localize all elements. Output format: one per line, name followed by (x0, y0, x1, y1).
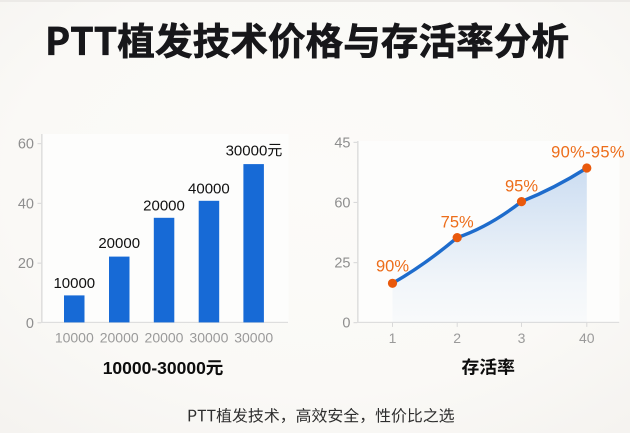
svg-text:75%: 75% (441, 214, 474, 232)
svg-text:30000: 30000 (226, 142, 268, 159)
svg-text:20: 20 (18, 256, 34, 272)
svg-text:20000: 20000 (100, 330, 139, 346)
svg-text:2: 2 (453, 330, 461, 346)
svg-text:20000: 20000 (143, 197, 185, 214)
svg-text:45: 45 (334, 135, 350, 151)
svg-text:3: 3 (518, 330, 526, 346)
svg-text:10000: 10000 (55, 330, 94, 346)
svg-text:95%: 95% (505, 178, 538, 196)
svg-text:40: 40 (18, 196, 34, 212)
svg-text:20000: 20000 (98, 235, 140, 252)
svg-text:90%: 90% (376, 258, 409, 276)
svg-text:60: 60 (334, 196, 350, 212)
svg-text:10000-30000: 10000-30000 (103, 358, 206, 378)
svg-text:90%-95%: 90%-95% (551, 144, 625, 162)
svg-text:0: 0 (26, 316, 34, 332)
svg-text:30000: 30000 (189, 330, 228, 346)
svg-text:1: 1 (389, 330, 397, 346)
svg-text:20000: 20000 (145, 330, 184, 346)
svg-text:30000: 30000 (234, 330, 273, 346)
svg-text:60: 60 (18, 137, 34, 153)
svg-text:25: 25 (334, 256, 350, 272)
svg-text:10000: 10000 (53, 275, 95, 292)
svg-text:40000: 40000 (188, 180, 230, 197)
svg-text:40: 40 (579, 330, 595, 346)
svg-text:0: 0 (342, 316, 350, 332)
